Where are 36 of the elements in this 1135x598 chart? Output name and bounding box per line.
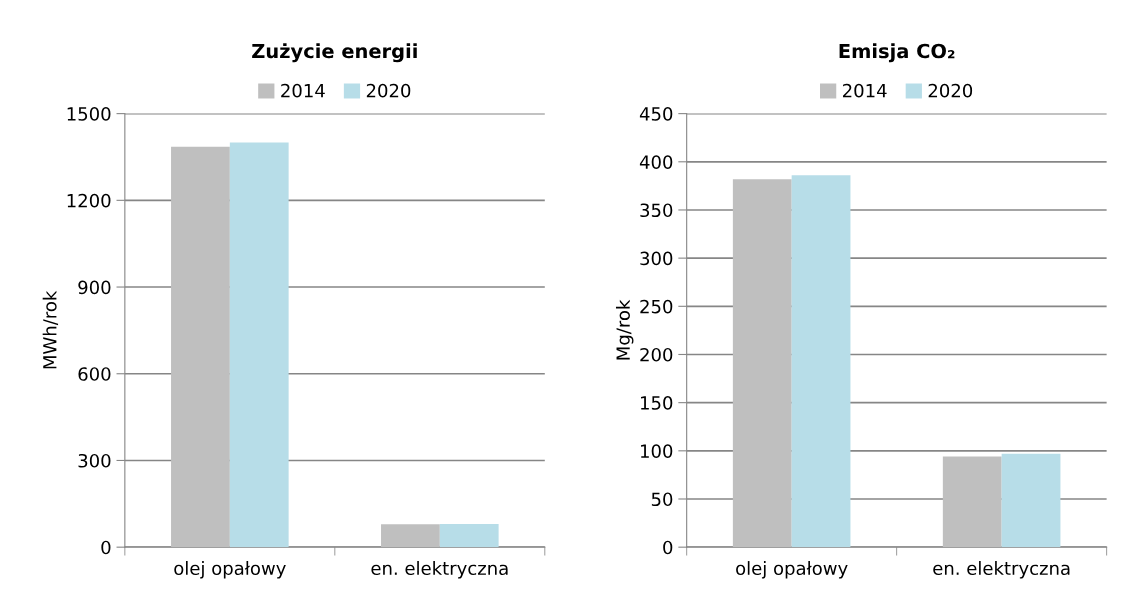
bar [171, 146, 230, 548]
y-tick-label: 1200 [67, 193, 111, 208]
y-tick-label: 1500 [67, 107, 111, 121]
chart-title: Emisja CO₂ [839, 43, 955, 63]
bar [732, 179, 792, 548]
y-tick-label: 0 [663, 540, 673, 555]
bar [791, 175, 851, 548]
bar [942, 456, 1002, 548]
legend-label: 2020 [928, 83, 973, 98]
y-tick-label: 450 [639, 107, 673, 121]
chart-title: Zużycie energii [252, 43, 417, 63]
legend-label: 2014 [842, 83, 887, 98]
bar [381, 524, 440, 548]
bar [229, 142, 289, 548]
x-tick-label: olej opałowy [736, 561, 848, 579]
y-tick-label: 250 [640, 299, 673, 314]
y-tick-label: 300 [78, 453, 111, 468]
x-tick-label: en. elektryczna [371, 561, 508, 579]
y-tick-label: 350 [640, 203, 673, 218]
y-tick-label: 400 [639, 155, 673, 169]
bar [1001, 453, 1061, 548]
y-tick-label: 200 [640, 347, 673, 362]
bar [439, 524, 499, 548]
x-tick-label: olej opałowy [174, 561, 286, 579]
y-tick-label: 600 [78, 367, 111, 381]
y-tick-label: 900 [78, 280, 111, 295]
y-tick-label: 0 [101, 540, 111, 555]
legend-label: 2020 [366, 83, 411, 98]
y-axis-title: MWh/rok [42, 290, 59, 369]
y-axis-title: Mg/rok [615, 299, 634, 360]
x-tick-label: en. elektryczna [933, 561, 1070, 579]
y-tick-label: 300 [640, 251, 673, 266]
y-tick-label: 150 [641, 396, 673, 410]
y-tick-label: 100 [641, 444, 673, 458]
legend-label: 2014 [281, 83, 325, 98]
y-tick-label: 50 [651, 492, 673, 507]
